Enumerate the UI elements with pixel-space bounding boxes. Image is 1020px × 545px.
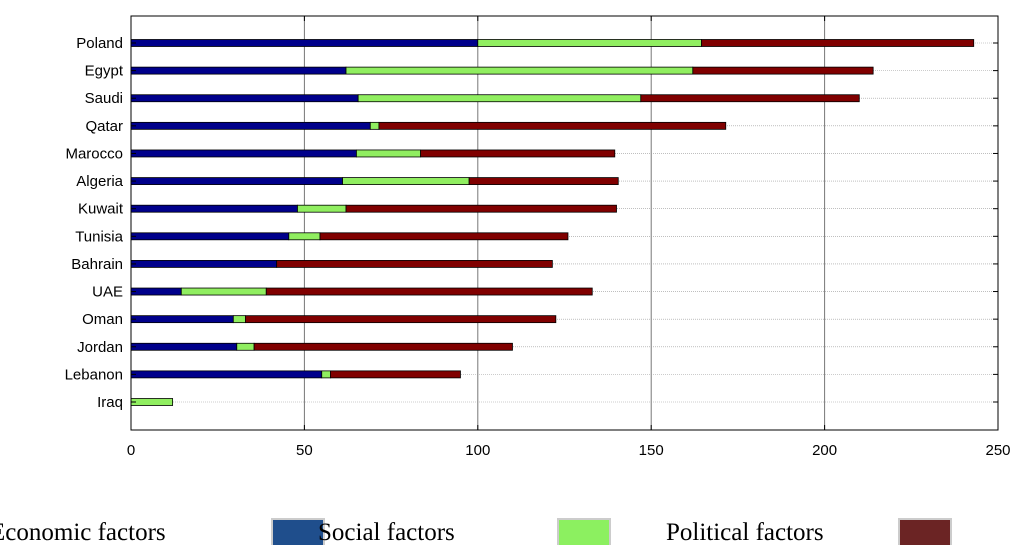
legend-label: Economic factors <box>0 519 166 545</box>
bar-segment <box>321 370 331 379</box>
category-label: Egypt <box>85 63 124 80</box>
category-label: UAE <box>92 284 123 301</box>
legend: Economic factors Social factors Political … <box>0 518 952 545</box>
x-tick-label: 250 <box>985 442 1010 459</box>
bar-segment <box>130 232 290 241</box>
bar-segment <box>356 149 421 158</box>
bar-segment <box>342 177 470 185</box>
category-label: Marocco <box>65 145 123 162</box>
bar-segment <box>130 287 182 296</box>
bars <box>130 39 975 406</box>
bar-segment <box>130 370 323 379</box>
x-tick-label: 200 <box>812 442 837 459</box>
bar-segment <box>701 39 975 47</box>
bar-segment <box>232 315 246 324</box>
bar-segment <box>288 232 321 241</box>
bar-segment <box>130 66 347 75</box>
bar-segment <box>130 39 479 47</box>
bar-segment <box>319 232 569 241</box>
legend-swatch <box>557 518 611 545</box>
bar-segment <box>253 342 513 351</box>
bar-segment <box>180 287 267 296</box>
category-label: Tunisia <box>75 228 123 245</box>
bar-segment <box>276 260 553 268</box>
legend-label: Social factors <box>318 519 455 545</box>
category-label: Lebanon <box>65 366 123 383</box>
bar-segment <box>130 149 357 158</box>
tick-labels: 0 50 100 150 200 250 Poland Egypt Saudi Qatar Maro… <box>65 35 1011 459</box>
x-tick-label: 100 <box>465 442 490 459</box>
bar-segment <box>345 204 617 213</box>
bar-segment <box>265 287 593 296</box>
grid-lines <box>131 16 998 430</box>
bar-segment <box>477 39 702 47</box>
bar-segment <box>130 177 343 185</box>
legend-label: Political factors <box>666 519 824 545</box>
x-tick-label: 0 <box>127 442 135 459</box>
bar-segment <box>236 342 255 351</box>
bar-segment <box>378 121 727 130</box>
bar-segment <box>345 66 694 75</box>
legend-swatch <box>271 518 325 545</box>
bar-segment <box>468 177 619 185</box>
category-label: Kuwait <box>78 201 124 218</box>
bar-segment <box>130 94 359 103</box>
bar-segment <box>297 204 347 213</box>
bar-segment <box>130 342 238 351</box>
bar-segment <box>420 149 616 158</box>
legend-swatch <box>898 518 952 545</box>
axis-ticks <box>130 16 999 430</box>
bar-segment <box>330 370 461 379</box>
bar-segment <box>130 398 174 406</box>
bar-segment <box>369 121 380 130</box>
category-label: Algeria <box>76 173 123 190</box>
bar-segment <box>130 121 371 130</box>
category-label: Iraq <box>97 394 123 411</box>
category-label: Oman <box>82 311 123 328</box>
x-tick-label: 50 <box>296 442 313 459</box>
category-label: Jordan <box>77 339 123 356</box>
category-label: Saudi <box>85 90 123 107</box>
x-tick-label: 150 <box>639 442 664 459</box>
bar-segment <box>130 260 278 268</box>
bar-segment <box>640 94 860 103</box>
plot-frame <box>130 15 999 431</box>
bar-segment <box>692 66 874 75</box>
category-label: Bahrain <box>71 256 123 273</box>
bar-segment <box>130 315 234 324</box>
category-label: Poland <box>76 35 123 52</box>
category-label: Qatar <box>85 118 123 135</box>
bar-segment <box>245 315 557 324</box>
bar-segment <box>130 204 298 213</box>
bar-segment <box>357 94 642 103</box>
